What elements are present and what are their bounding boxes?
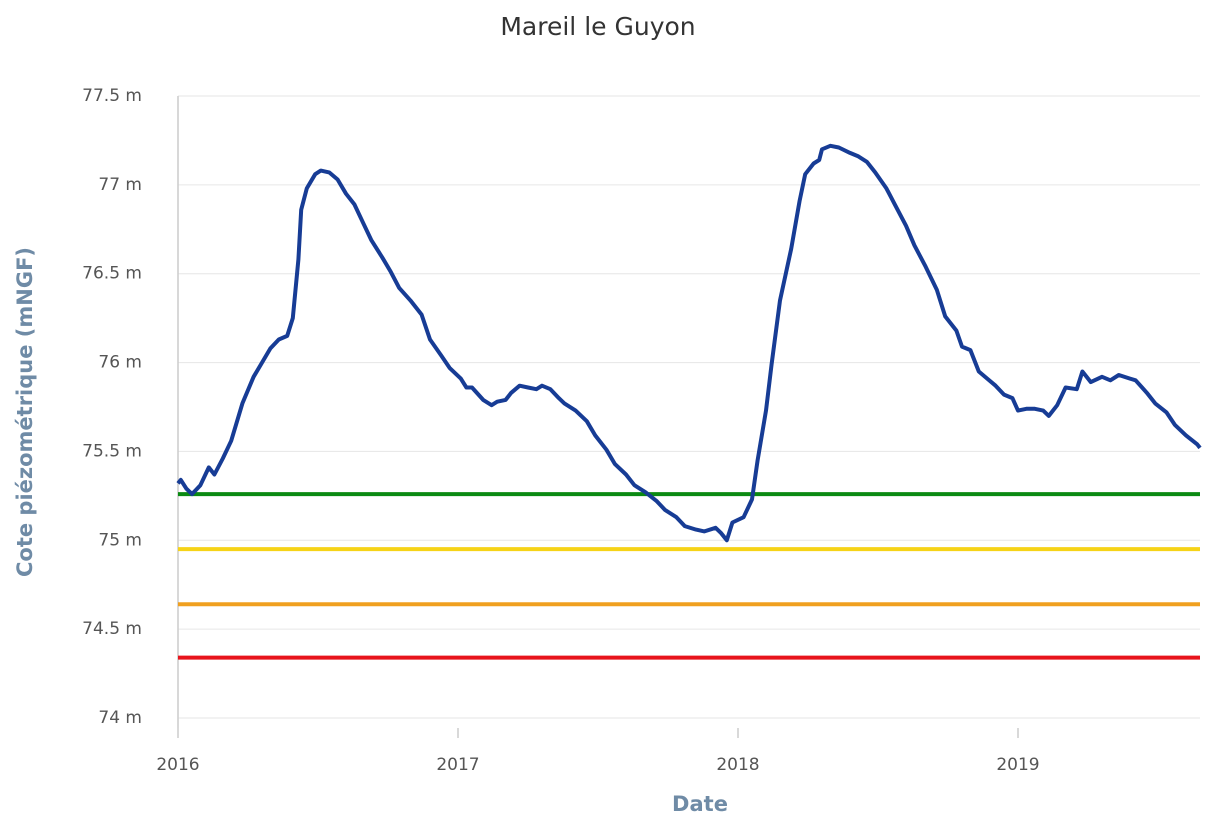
y-tick-label: 76.5 m: [82, 264, 142, 284]
y-tick-label: 77.5 m: [82, 86, 142, 106]
y-tick-label: 74 m: [98, 708, 142, 728]
chart-title: Mareil le Guyon: [500, 12, 695, 41]
y-tick-label: 74.5 m: [82, 619, 142, 639]
x-tick-label: 2019: [996, 755, 1039, 775]
x-tick-label: 2018: [716, 755, 759, 775]
x-axis-title: Date: [672, 792, 728, 816]
y-tick-label: 76 m: [98, 353, 142, 373]
y-tick-label: 75 m: [98, 530, 142, 550]
y-tick-label: 77 m: [98, 175, 142, 195]
data-line: [176, 143, 1202, 543]
x-tick-label: 2016: [156, 755, 199, 775]
y-axis-title: Cote piézométrique (mNGF): [13, 247, 37, 577]
y-tick-label: 75.5 m: [82, 441, 142, 461]
x-tick-label: 2017: [436, 755, 479, 775]
